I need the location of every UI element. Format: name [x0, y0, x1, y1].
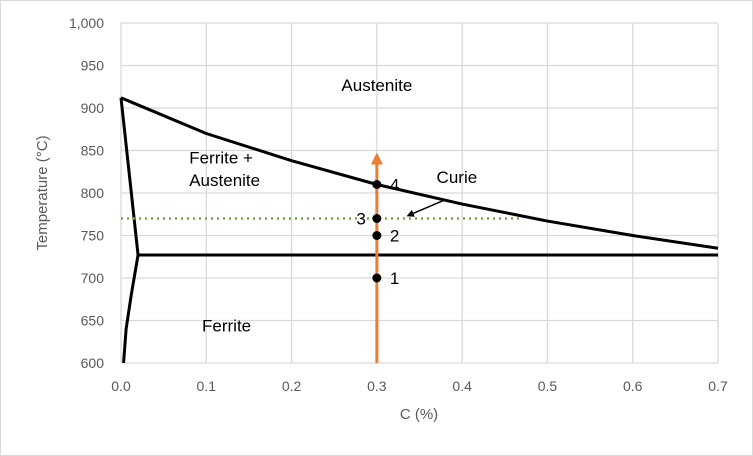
- y-tick-label: 1,000: [69, 15, 104, 31]
- data-point: [372, 214, 382, 223]
- x-tick-label: 0.6: [623, 378, 643, 394]
- y-tick-label: 650: [81, 313, 105, 329]
- curie-arrow: [406, 199, 446, 217]
- x-tick-label: 0.5: [538, 378, 558, 394]
- ferrite-ferrite-austenite-boundary-line: [119, 97, 140, 256]
- a3-line-line: [120, 96, 719, 250]
- y-tick-label: 700: [81, 270, 105, 286]
- x-tick-label: 0.7: [708, 378, 728, 394]
- y-tick-label: 600: [81, 355, 105, 371]
- x-tick-label: 0.4: [452, 378, 472, 394]
- y-tick-label: 850: [81, 143, 105, 159]
- annotation-label: Ferrite: [202, 317, 251, 336]
- point-label: 1: [390, 269, 399, 288]
- point-label: 3: [356, 210, 365, 229]
- annotation-label: Austenite: [341, 76, 412, 95]
- data-point: [372, 231, 382, 240]
- point-label: 2: [390, 227, 399, 246]
- x-axis-label: C (%): [400, 406, 438, 423]
- x-tick-label: 0.2: [282, 378, 302, 394]
- x-tick-label: 0.0: [111, 378, 131, 394]
- data-point: [372, 273, 382, 283]
- y-tick-label: 900: [81, 100, 105, 116]
- y-axis-label: Temperature (°C): [34, 135, 51, 250]
- y-tick-label: 750: [81, 228, 105, 244]
- y-tick-label: 950: [81, 58, 105, 74]
- y-tick-label: 800: [81, 185, 105, 201]
- x-tick-label: 0.3: [367, 378, 387, 394]
- x-tick-label: 0.1: [197, 378, 217, 394]
- data-point: [372, 180, 382, 189]
- annotation-label: Curie: [437, 168, 478, 187]
- annotation-label: Austenite: [189, 171, 260, 190]
- point-label: 4: [390, 176, 399, 195]
- annotation-label: Ferrite +: [189, 148, 253, 167]
- ferrite-solvus-line: [122, 254, 140, 364]
